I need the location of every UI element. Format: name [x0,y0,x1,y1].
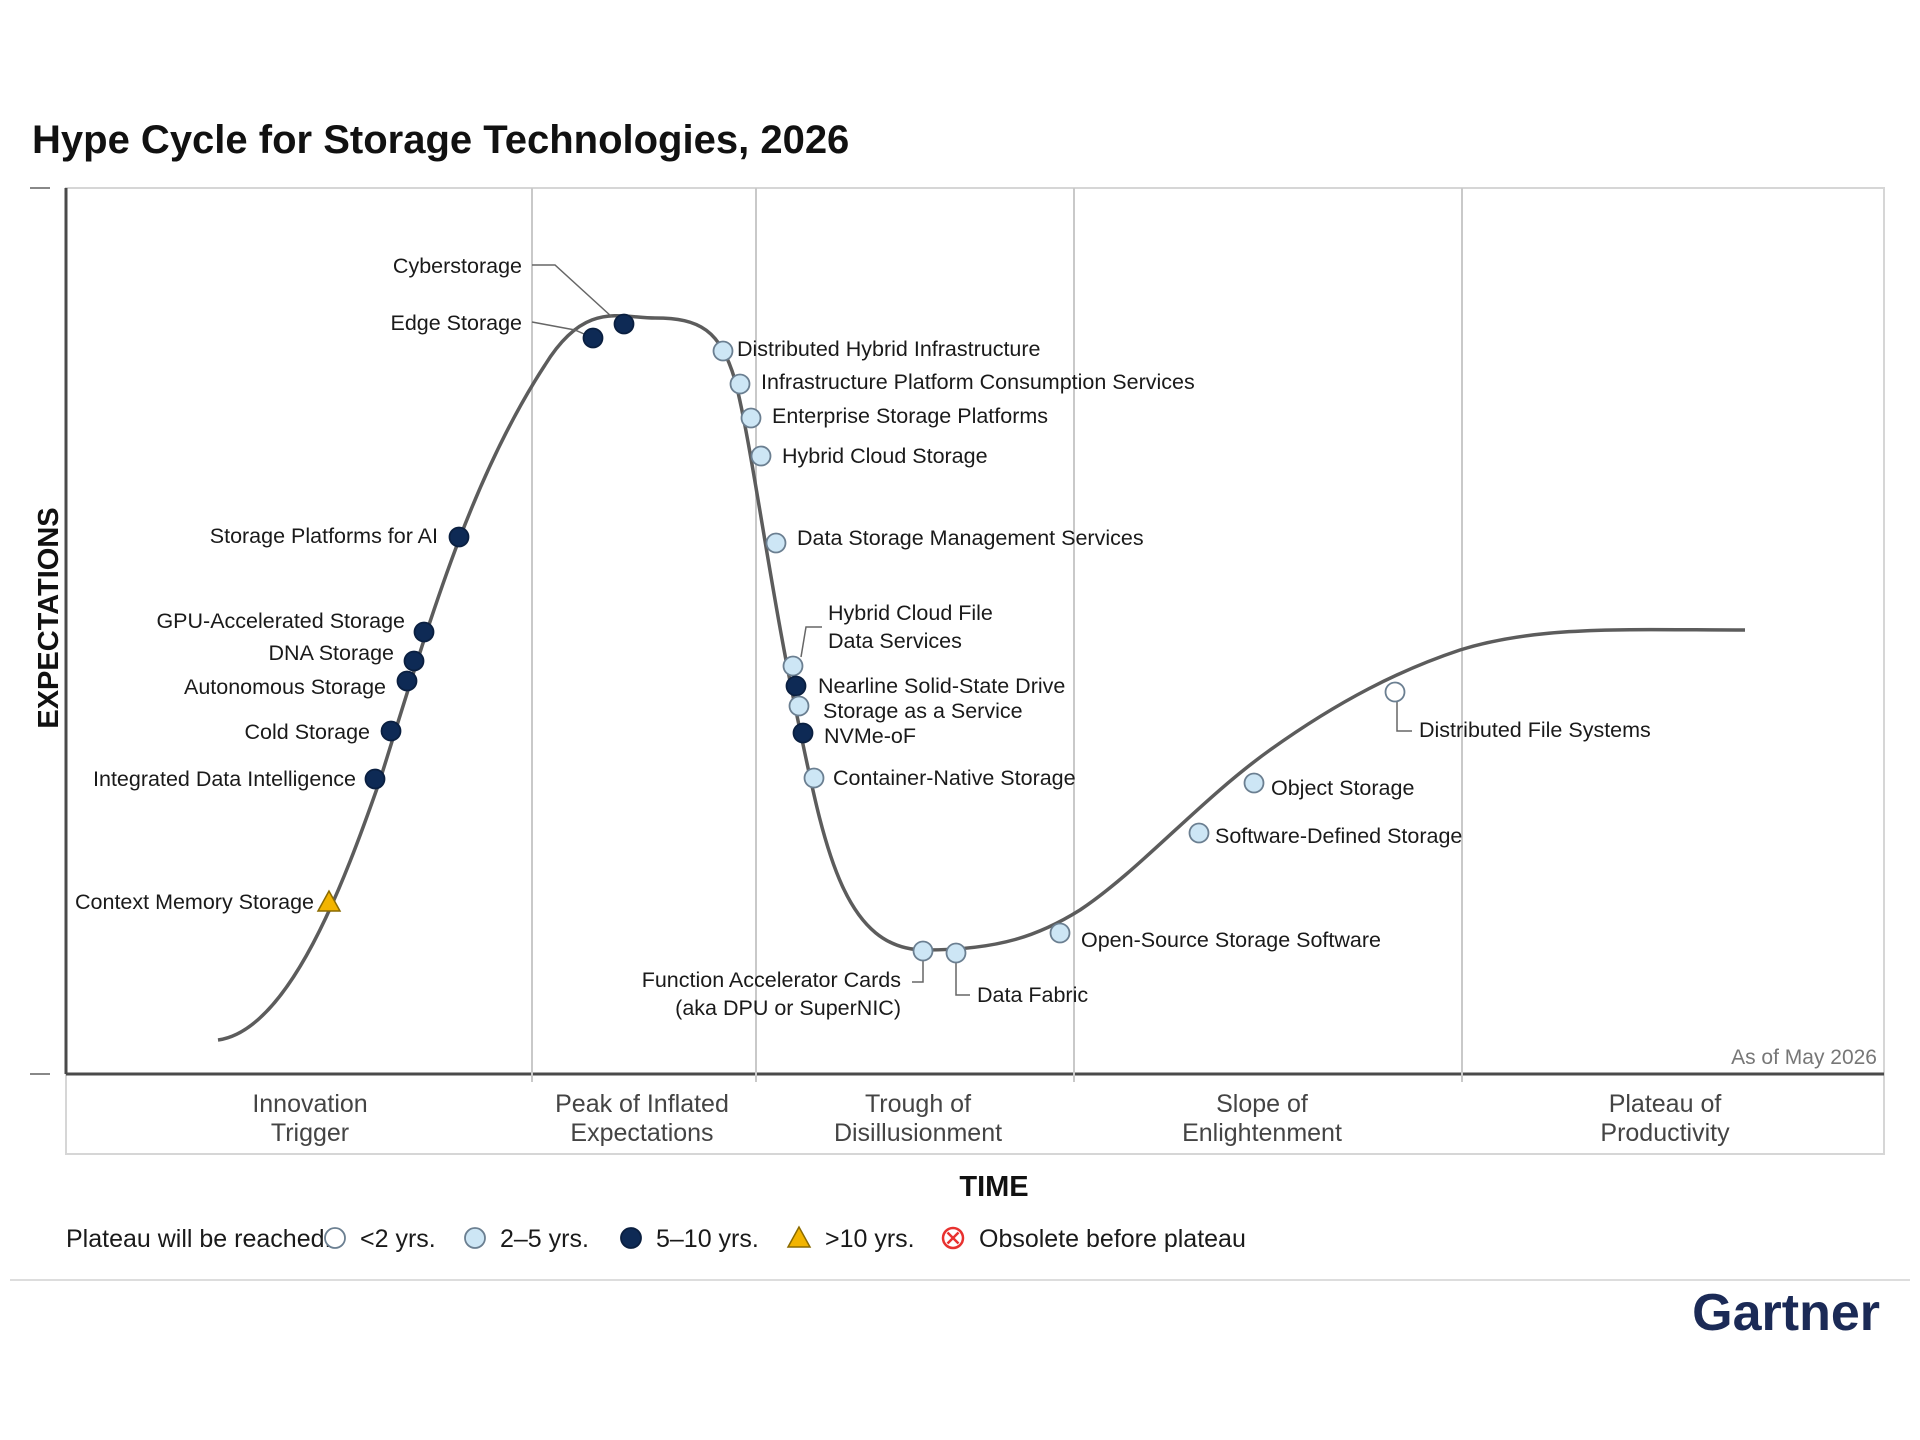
phase-label: Plateau of [1609,1090,1722,1118]
phase-label: Innovation [252,1090,367,1118]
legend-item-obsolete: Obsolete before plateau [979,1225,1246,1253]
legend-marker-2to5 [464,1227,486,1249]
phase-label: Peak of Inflated [555,1090,729,1118]
label-hybrid-cloud-storage: Hybrid Cloud Storage [782,444,988,468]
marker-function-accelerator-cards-aka-dpu-or-supernic [912,940,934,962]
phase-label: Disillusionment [834,1119,1002,1147]
brand-logo: Gartner [1692,1284,1880,1342]
leader-line-cyberstorage [532,264,613,318]
label-dna-storage: DNA Storage [269,641,394,665]
legend-item-5to10: 5–10 yrs. [656,1225,759,1253]
marker-cyberstorage [613,313,635,335]
marker-open-source-storage-software [1049,922,1071,944]
label-integrated-data-intelligence: Integrated Data Intelligence [93,767,356,791]
phase-label: Productivity [1600,1119,1730,1147]
as-of-date: As of May 2026 [1731,1046,1877,1069]
legend-item-gt10: >10 yrs. [825,1225,915,1253]
label-object-storage: Object Storage [1271,776,1414,800]
label-data-storage-management-services: Data Storage Management Services [797,526,1144,550]
legend-marker-obsolete [941,1226,965,1250]
label-storage-as-a-service: Storage as a Service [823,699,1023,723]
marker-nvme-of [792,722,814,744]
marker-data-fabric [945,942,967,964]
legend-item-2to5: 2–5 yrs. [500,1225,589,1253]
label-autonomous-storage: Autonomous Storage [184,675,386,699]
legend-marker-lt2 [324,1227,346,1249]
marker-infrastructure-platform-consumption-services [729,373,751,395]
label-function-accelerator-cards-aka-dpu-or-supernic: (aka DPU or SuperNIC) [675,996,901,1020]
label-gpu-accelerated-storage: GPU-Accelerated Storage [156,609,405,633]
label-software-defined-storage: Software-Defined Storage [1215,824,1462,848]
label-distributed-file-systems: Distributed File Systems [1419,718,1651,742]
marker-enterprise-storage-platforms [740,407,762,429]
marker-storage-platforms-for-ai [448,526,470,548]
marker-edge-storage [582,327,604,349]
plot-frame [30,187,1885,1155]
chart-title: Hype Cycle for Storage Technologies, 202… [32,118,849,162]
marker-context-memory-storage [316,889,342,912]
technology-labels: Context Memory Storage Integrated Data In… [75,254,1651,1020]
hype-curve [217,314,1746,1042]
phase-label: Expectations [570,1119,713,1147]
marker-storage-as-a-service [788,695,810,717]
phase-label: Trigger [271,1119,349,1147]
label-hybrid-cloud-file-data-services: Data Services [828,629,962,653]
marker-gpu-accelerated-storage [413,621,435,643]
marker-integrated-data-intelligence [364,768,386,790]
label-nvme-of: NVMe-oF [824,724,916,748]
marker-hybrid-cloud-storage [750,445,772,467]
marker-software-defined-storage [1188,822,1210,844]
label-cyberstorage: Cyberstorage [393,254,522,278]
marker-dna-storage [403,650,425,672]
label-enterprise-storage-platforms: Enterprise Storage Platforms [772,404,1048,428]
marker-data-storage-management-services [765,532,787,554]
legend: Plateau will be reached: <2 yrs. 2–5 yrs.… [66,1225,1246,1253]
legend-marker-gt10 [786,1225,812,1248]
label-context-memory-storage: Context Memory Storage [75,890,314,914]
leader-line-hybrid-cloud-file-data-services [800,626,822,658]
leader-line-distributed-file-systems [1396,702,1412,732]
marker-distributed-file-systems [1384,681,1406,703]
label-edge-storage: Edge Storage [391,311,523,335]
label-hybrid-cloud-file-data-services: Hybrid Cloud File [828,601,993,625]
marker-container-native-storage [803,767,825,789]
technology-markers [316,313,1406,964]
marker-nearline-solid-state-drive [785,675,807,697]
label-container-native-storage: Container-Native Storage [833,766,1076,790]
label-storage-platforms-for-ai: Storage Platforms for AI [210,524,438,548]
x-axis-title: TIME [959,1171,1028,1203]
label-open-source-storage-software: Open-Source Storage Software [1081,928,1381,952]
legend-label: Plateau will be reached: [66,1225,331,1253]
phase-label: Slope of [1216,1090,1308,1118]
marker-autonomous-storage [396,670,418,692]
marker-cold-storage [380,720,402,742]
phase-label: Enlightenment [1182,1119,1342,1147]
legend-marker-5to10 [620,1227,642,1249]
legend-item-lt2: <2 yrs. [360,1225,436,1253]
marker-hybrid-cloud-file-data-services [782,655,804,677]
marker-object-storage [1243,772,1265,794]
label-distributed-hybrid-infrastructure: Distributed Hybrid Infrastructure [737,337,1041,361]
phase-label: Trough of [865,1090,971,1118]
label-nearline-solid-state-drive: Nearline Solid-State Drive [818,674,1065,698]
label-function-accelerator-cards-aka-dpu-or-supernic: Function Accelerator Cards [642,968,901,992]
label-cold-storage: Cold Storage [245,720,371,744]
phase-dividers [531,188,1463,1082]
leader-line-data-fabric [955,962,970,996]
y-axis-title: EXPECTATIONS [33,507,65,728]
marker-distributed-hybrid-infrastructure [712,340,734,362]
label-infrastructure-platform-consumption-services: Infrastructure Platform Consumption Serv… [761,370,1195,394]
leader-line-function-accelerator-cards-aka-dpu-or-supernic [912,960,924,983]
label-data-fabric: Data Fabric [977,983,1088,1007]
